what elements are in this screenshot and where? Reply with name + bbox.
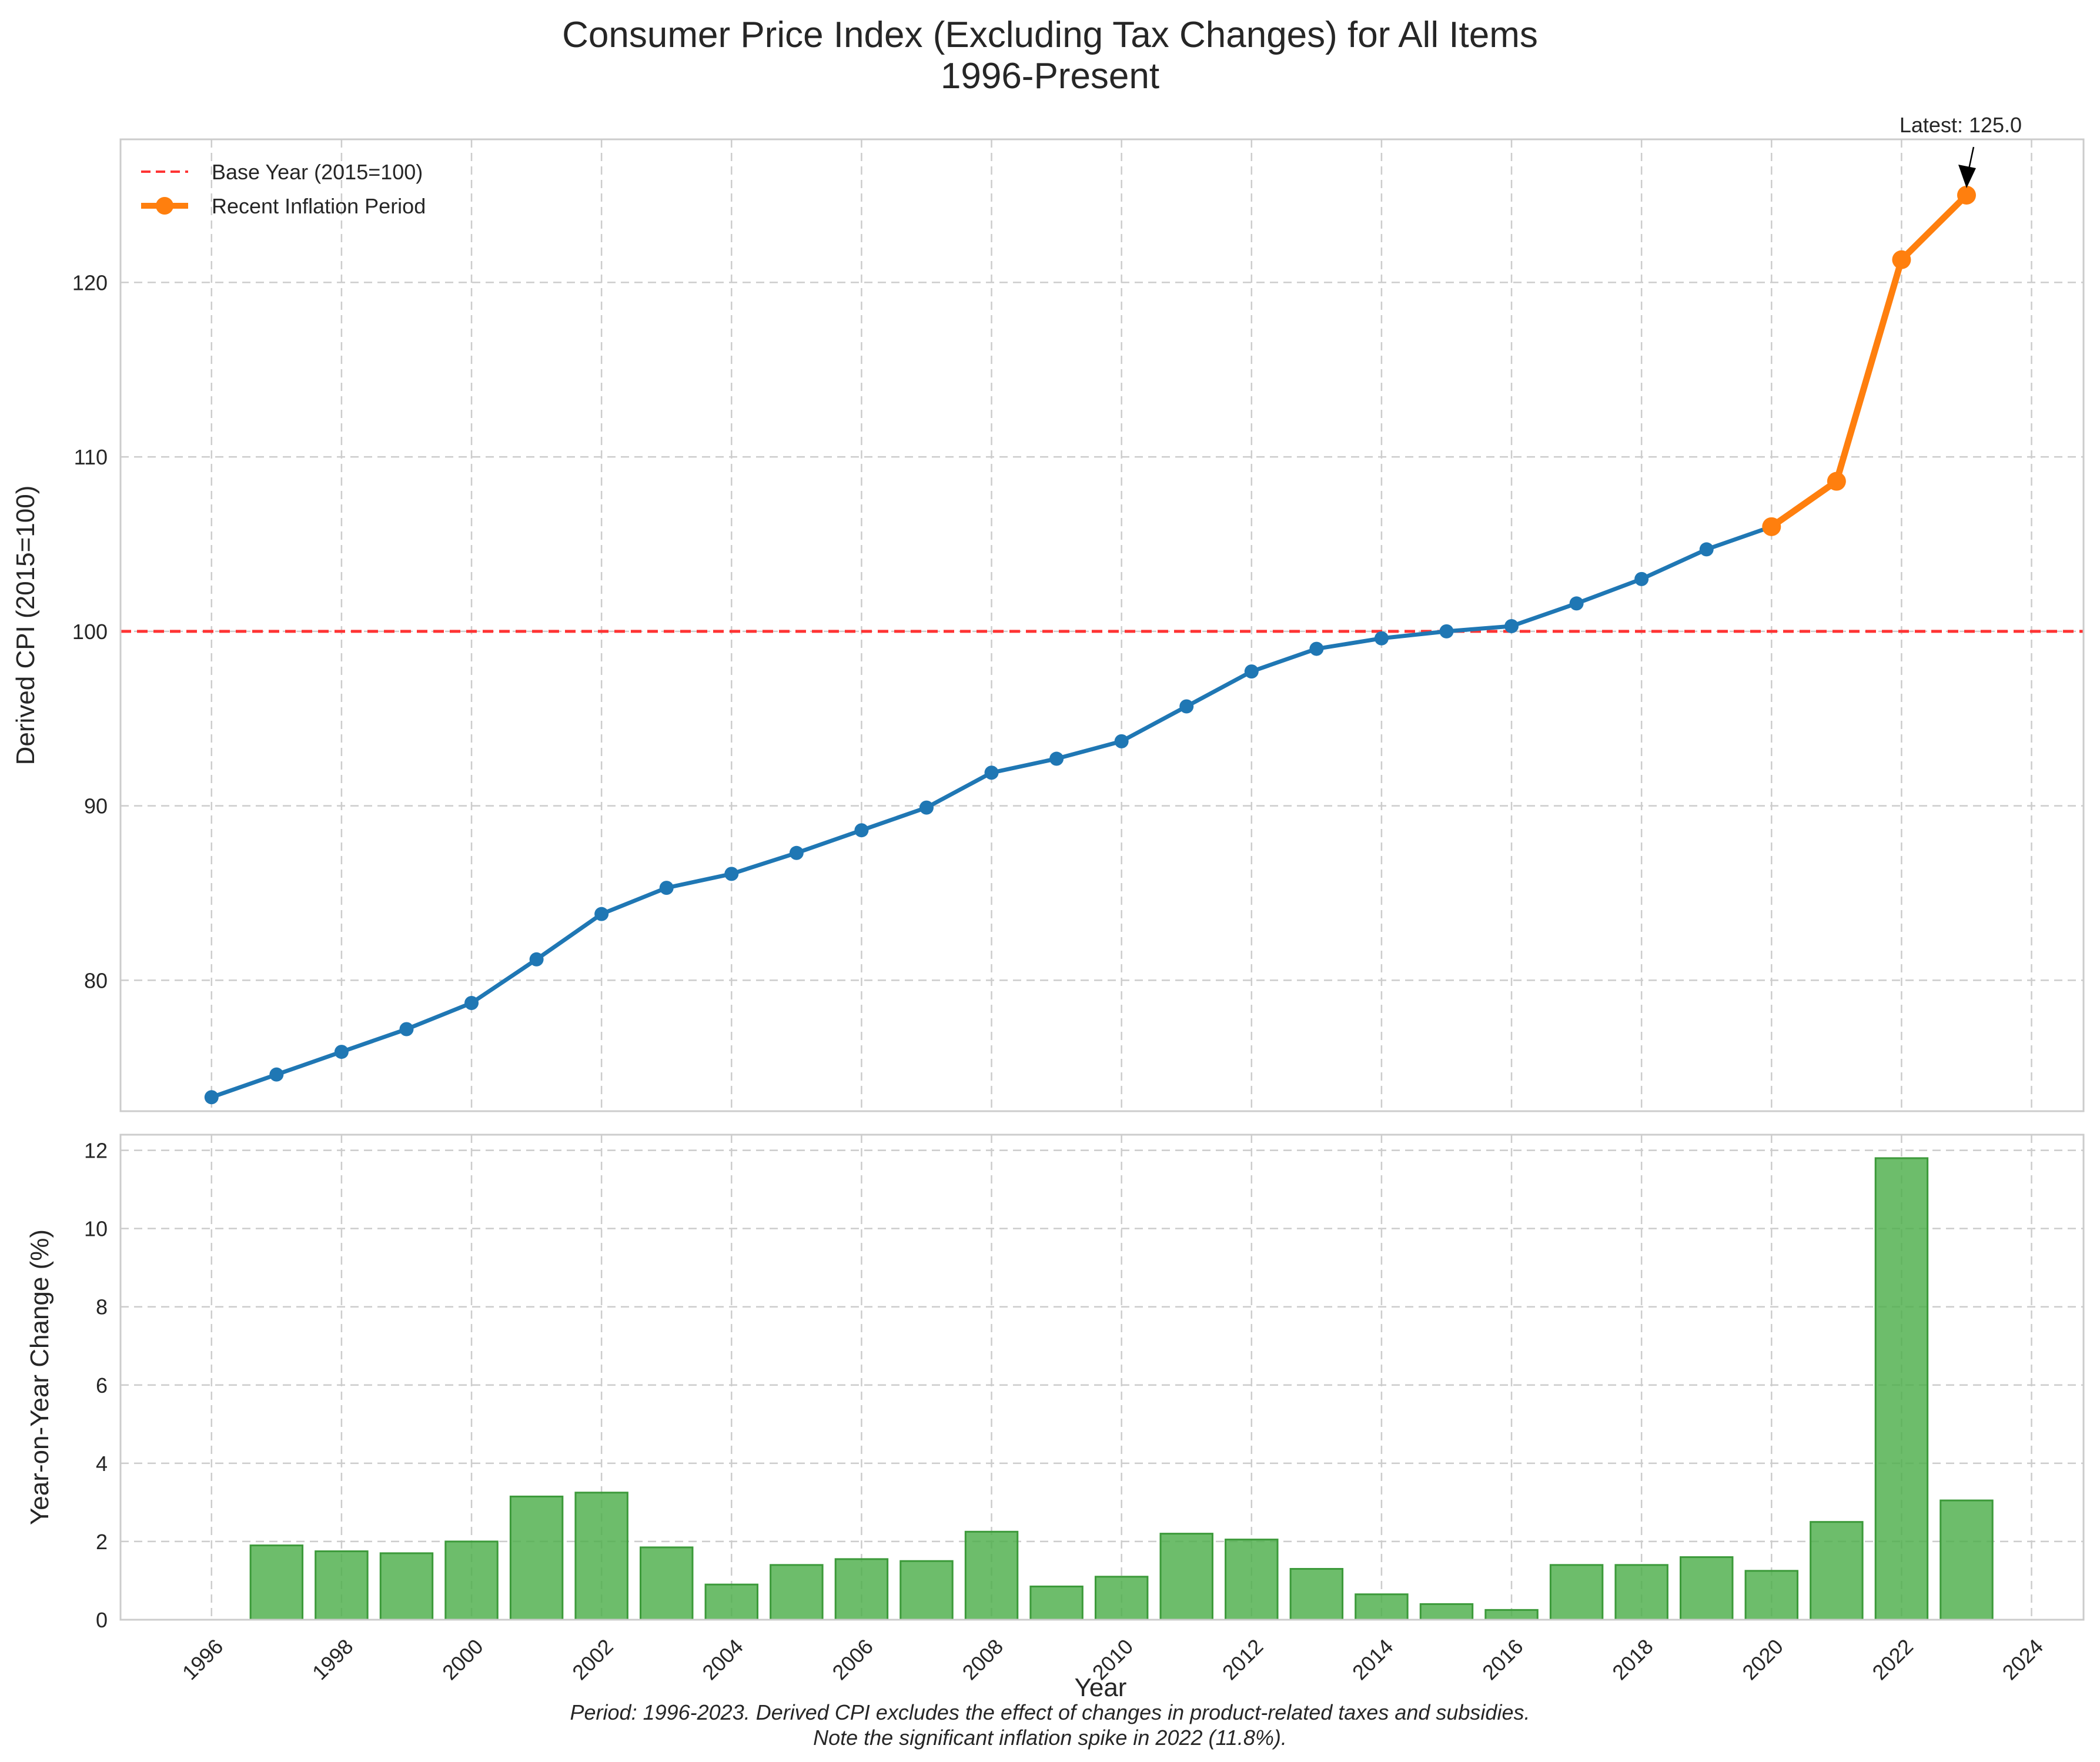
- yoy-bar: [1355, 1593, 1409, 1621]
- cpi-point: [529, 952, 544, 967]
- yoy-y-axis-label: Year-on-Year Change (%): [25, 1229, 54, 1525]
- yoy-bar: [1680, 1556, 1734, 1621]
- cpi-point: [659, 881, 674, 895]
- annotation-arrow-head: [1958, 164, 1976, 188]
- yoy-panel-frame: [119, 1134, 2085, 1621]
- yoy-bar: [640, 1546, 694, 1621]
- yoy-bar: [444, 1540, 499, 1621]
- cpi-point: [919, 800, 934, 815]
- recent-inflation-line: [1768, 192, 1970, 530]
- cpi-point: [594, 907, 609, 921]
- cpi-point: [1309, 641, 1324, 656]
- cpi-point: [1569, 596, 1584, 611]
- cpi-y-ticks: 80 90 100 110 120: [72, 270, 108, 992]
- chart-title: Consumer Price Index (Excluding Tax Chan…: [562, 15, 1538, 55]
- cpi-panel-frame: [119, 138, 2085, 1112]
- yoy-bar: [770, 1564, 824, 1621]
- yoy-bar: [574, 1492, 628, 1621]
- yoy-y-ticks: 0 2 4 6 8 10 12: [84, 1139, 108, 1632]
- cpi-point: [1179, 699, 1194, 714]
- footnote-line-1: Period: 1996-2023. Derived CPI excludes …: [570, 1700, 1530, 1724]
- cpi-y-axis-label: Derived CPI (2015=100): [11, 486, 40, 765]
- yoy-bar: [1029, 1585, 1084, 1621]
- yoy-bar: [834, 1558, 889, 1621]
- cpi-point: [1049, 751, 1064, 766]
- yoy-y-tick-label: 4: [96, 1452, 108, 1476]
- yoy-bar: [1874, 1157, 1929, 1621]
- yoy-y-tick-label: 2: [96, 1530, 108, 1554]
- cpi-line-panel: Latest: 125.0 80 90 100 110 120 Derived CPI …: [11, 113, 2085, 1112]
- recent-inflation-point: [1762, 517, 1781, 536]
- x-axis-label: Year: [1075, 1673, 1127, 1702]
- cpi-point: [1114, 734, 1129, 748]
- cpi-point: [464, 996, 479, 1011]
- legend-label-base-year: Base Year (2015=100): [212, 160, 423, 184]
- chart-subtitle: 1996-Present: [941, 56, 1159, 96]
- cpi-y-tick-label: 90: [84, 794, 108, 818]
- yoy-bar: [315, 1550, 369, 1621]
- cpi-point: [789, 845, 804, 860]
- yoy-bar: [1225, 1539, 1279, 1621]
- latest-annotation: Latest: 125.0: [1900, 113, 2022, 188]
- cpi-point: [1374, 631, 1389, 646]
- cpi-point: [854, 823, 869, 838]
- yoy-bar: [379, 1552, 434, 1621]
- cpi-point: [334, 1045, 349, 1059]
- yoy-bar: [1484, 1609, 1539, 1621]
- yoy-bar: [1549, 1564, 1604, 1621]
- cpi-point: [1439, 624, 1454, 638]
- yoy-bar: [1419, 1603, 1474, 1621]
- yoy-y-tick-label: 10: [84, 1217, 108, 1241]
- cpi-point: [724, 867, 739, 881]
- recent-inflation-point: [1827, 472, 1846, 491]
- yoy-bar: [964, 1530, 1019, 1621]
- cpi-point: [1244, 664, 1259, 679]
- yoy-bar: [1289, 1568, 1344, 1621]
- cpi-point: [1504, 618, 1519, 633]
- cpi-y-tick-label: 80: [84, 968, 108, 992]
- yoy-bar: [704, 1583, 759, 1621]
- cpi-point: [399, 1022, 414, 1037]
- yoy-bar: [1159, 1533, 1213, 1621]
- cpi-point: [1699, 542, 1714, 557]
- legend-marker-recent-inflation: [156, 197, 173, 215]
- yoy-bar: [1094, 1576, 1149, 1621]
- cpi-series: [204, 185, 1976, 1105]
- cpi-point: [204, 1090, 219, 1105]
- yoy-bar: [249, 1544, 304, 1621]
- yoy-bar: [1744, 1570, 1799, 1621]
- legend: Base Year (2015=100) Recent Inflation Pe…: [141, 160, 426, 218]
- yoy-bar: [899, 1560, 954, 1621]
- cpi-y-tick-label: 110: [74, 445, 108, 469]
- yoy-bar: [1810, 1521, 1864, 1621]
- cpi-y-tick-label: 100: [72, 620, 108, 644]
- yoy-bar: [1614, 1564, 1668, 1621]
- yoy-bar: [1940, 1499, 1994, 1621]
- yoy-y-tick-label: 8: [96, 1295, 108, 1319]
- cpi-y-tick-label: 120: [72, 270, 108, 295]
- latest-annotation-label: Latest: 125.0: [1900, 113, 2022, 137]
- yoy-y-tick-label: 6: [96, 1373, 108, 1397]
- cpi-point: [269, 1067, 284, 1082]
- recent-inflation-point: [1892, 250, 1911, 269]
- legend-label-recent-inflation: Recent Inflation Period: [212, 194, 426, 218]
- cpi-point: [1634, 571, 1649, 586]
- yoy-y-tick-label: 12: [84, 1139, 108, 1163]
- footnote-line-2: Note the significant inflation spike in …: [813, 1726, 1287, 1750]
- cpi-point: [984, 765, 999, 780]
- yoy-y-tick-label: 0: [96, 1608, 108, 1632]
- yoy-bar: [509, 1495, 564, 1621]
- recent-inflation-point: [1957, 185, 1976, 205]
